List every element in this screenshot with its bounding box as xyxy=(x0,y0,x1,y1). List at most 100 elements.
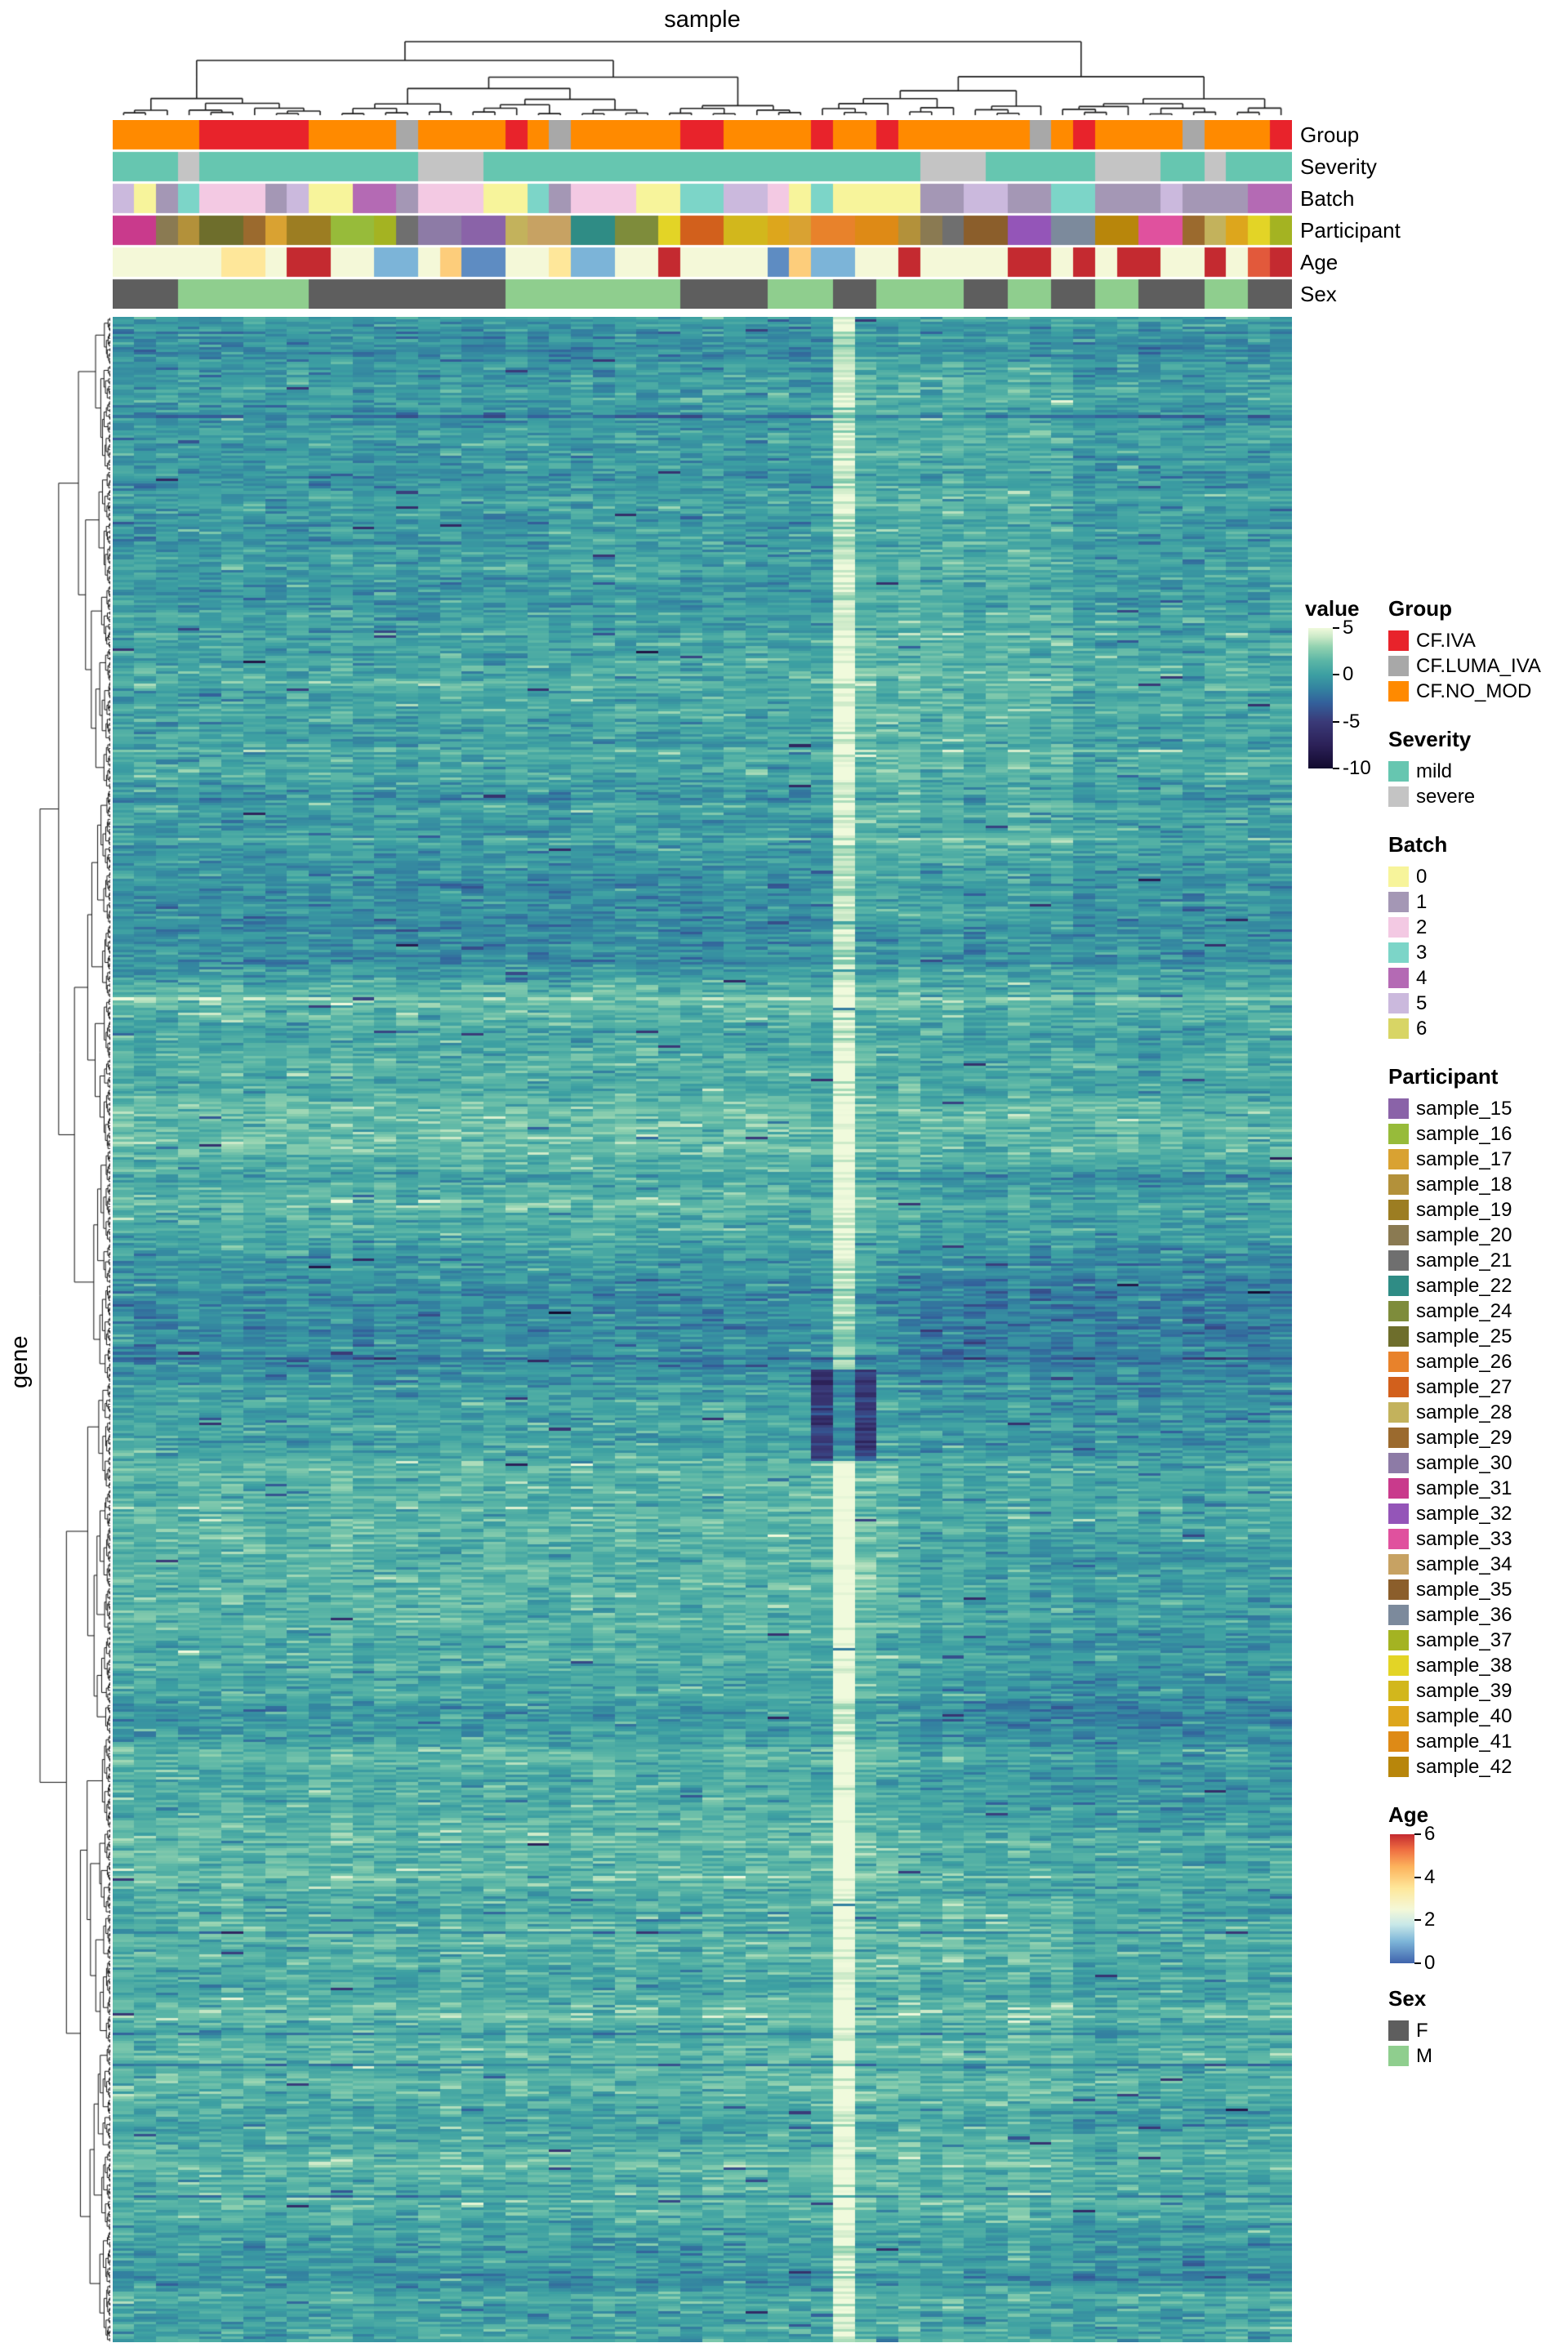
age-tick-label: 2 xyxy=(1424,1909,1436,1931)
legend-participant-item: sample_32 xyxy=(1388,1501,1541,1526)
legend-age-title: Age xyxy=(1388,1802,1429,1827)
legend-participant-item-label: sample_18 xyxy=(1416,1173,1512,1196)
legend-severity-swatch xyxy=(1388,786,1409,807)
legend-participant-swatch xyxy=(1388,1352,1409,1372)
legend-participant-item-label: sample_33 xyxy=(1416,1527,1512,1550)
legend-participant-item-label: sample_32 xyxy=(1416,1502,1512,1525)
age-tick-mark xyxy=(1414,1876,1421,1878)
legend-participant-item-label: sample_28 xyxy=(1416,1401,1512,1423)
legend-group-swatch xyxy=(1388,681,1409,702)
legend-participant-swatch xyxy=(1388,1301,1409,1321)
legend-participant-item-label: sample_42 xyxy=(1416,1755,1512,1778)
age-colorbar: 6 4 2 0 xyxy=(1390,1823,1463,1974)
legend-batch-swatch xyxy=(1388,917,1409,938)
annotation-label-group: Group xyxy=(1300,122,1360,147)
legend-participant-item-label: sample_35 xyxy=(1416,1578,1512,1601)
legend-batch-swatch xyxy=(1388,993,1409,1013)
age-tick: 6 xyxy=(1414,1823,1435,1846)
age-tick-mark xyxy=(1414,1962,1421,1964)
legend-participant-swatch xyxy=(1388,1402,1409,1423)
value-gradient xyxy=(1308,628,1333,768)
legend-batch-item: 0 xyxy=(1388,864,1541,889)
legend-age: Age 6 4 2 0 xyxy=(1388,1802,1541,1974)
legend-participant-swatch xyxy=(1388,1428,1409,1448)
legend-group-swatch xyxy=(1388,630,1409,651)
value-tick-label: 0 xyxy=(1343,663,1354,686)
annotation-label-age: Age xyxy=(1300,250,1339,274)
legend-group-swatch xyxy=(1388,656,1409,676)
legend-severity-swatch xyxy=(1388,761,1409,782)
legend-participant-item: sample_38 xyxy=(1388,1653,1541,1678)
legend-participant-item-label: sample_24 xyxy=(1416,1299,1512,1322)
legend-sex-swatch xyxy=(1388,2046,1409,2066)
legend-batch-item-label: 2 xyxy=(1416,915,1428,938)
legend-participant-swatch xyxy=(1388,1124,1409,1144)
legend-batch-item-label: 0 xyxy=(1416,865,1428,888)
age-tick: 4 xyxy=(1414,1866,1435,1889)
legend-participant-item: sample_19 xyxy=(1388,1197,1541,1223)
legend-participant-item-label: sample_20 xyxy=(1416,1223,1512,1246)
legend-batch-swatch xyxy=(1388,968,1409,988)
legend-participant-swatch xyxy=(1388,1655,1409,1676)
value-colorbar: 5 0 -5 -10 xyxy=(1308,617,1382,779)
legend-participant-item: sample_34 xyxy=(1388,1552,1541,1577)
age-tick-mark xyxy=(1414,1833,1421,1835)
legend-participant-item-label: sample_30 xyxy=(1416,1451,1512,1474)
legend-participant-item-label: sample_27 xyxy=(1416,1375,1512,1398)
legend-severity-item: mild xyxy=(1388,759,1541,784)
legend-participant-swatch xyxy=(1388,1706,1409,1726)
value-tick-mark xyxy=(1333,674,1339,676)
legend-participant-swatch xyxy=(1388,1326,1409,1347)
legend-participant-swatch xyxy=(1388,1377,1409,1397)
legend-batch-item: 3 xyxy=(1388,940,1541,965)
legend-batch-item-label: 1 xyxy=(1416,890,1428,913)
column-annotation-bars xyxy=(113,120,1292,309)
legend-batch-item: 6 xyxy=(1388,1016,1541,1041)
value-tick-mark xyxy=(1333,768,1339,769)
legend-batch-item: 4 xyxy=(1388,965,1541,991)
legend-group-item: CF.NO_MOD xyxy=(1388,679,1541,704)
legend-participant-item-label: sample_41 xyxy=(1416,1730,1512,1753)
legend-participant-swatch xyxy=(1388,1200,1409,1220)
value-tick-mark xyxy=(1333,627,1339,629)
gene-dendrogram xyxy=(38,317,111,2342)
legend-batch-swatch xyxy=(1388,892,1409,912)
legend-participant-item-label: sample_21 xyxy=(1416,1249,1512,1272)
legend-participant-swatch xyxy=(1388,1453,1409,1473)
legend-participant-item-label: sample_15 xyxy=(1416,1097,1512,1120)
value-tick-label: 5 xyxy=(1343,617,1354,639)
legend-participant-swatch xyxy=(1388,1731,1409,1752)
legend-participant-swatch xyxy=(1388,1149,1409,1169)
legend-participant-swatch xyxy=(1388,1098,1409,1119)
legend-group-item: CF.IVA xyxy=(1388,628,1541,653)
legend-participant-item: sample_39 xyxy=(1388,1678,1541,1704)
legend-participant-item-label: sample_39 xyxy=(1416,1679,1512,1702)
legend-participant-swatch xyxy=(1388,1681,1409,1701)
legend-participant-item: sample_20 xyxy=(1388,1223,1541,1248)
legend-participant-item: sample_26 xyxy=(1388,1349,1541,1374)
legend-participant-item: sample_36 xyxy=(1388,1602,1541,1628)
legend-participant-item-label: sample_37 xyxy=(1416,1628,1512,1651)
value-tick: 0 xyxy=(1333,663,1353,686)
value-legend-title: value xyxy=(1305,596,1360,621)
legend-participant-item: sample_22 xyxy=(1388,1273,1541,1298)
age-tick-label: 4 xyxy=(1424,1865,1436,1888)
legend-participant-item-label: sample_34 xyxy=(1416,1552,1512,1575)
legend-participant-swatch xyxy=(1388,1757,1409,1777)
legend-participant-item: sample_33 xyxy=(1388,1526,1541,1552)
legend-batch-item-label: 3 xyxy=(1416,941,1428,964)
legend-participant-item: sample_21 xyxy=(1388,1248,1541,1273)
legend-sex-item-label: F xyxy=(1416,2019,1428,2042)
legend-group: Group CF.IVA CF.LUMA_IVA CF.NO_MOD xyxy=(1388,596,1541,704)
legend-group-title: Group xyxy=(1388,596,1452,621)
legend-participant-item: sample_27 xyxy=(1388,1374,1541,1400)
legend-batch-item: 2 xyxy=(1388,915,1541,940)
legend-sex-item: F xyxy=(1388,2018,1541,2043)
legend-severity-title: Severity xyxy=(1388,727,1472,751)
value-legend: value 5 0 -5 -10 xyxy=(1305,596,1387,779)
legend-participant-item: sample_35 xyxy=(1388,1577,1541,1602)
legend-participant-item-label: sample_26 xyxy=(1416,1350,1512,1373)
legend-batch-item-label: 4 xyxy=(1416,966,1428,989)
heatmap-matrix xyxy=(113,317,1292,2342)
legend-participant-item-label: sample_40 xyxy=(1416,1704,1512,1727)
